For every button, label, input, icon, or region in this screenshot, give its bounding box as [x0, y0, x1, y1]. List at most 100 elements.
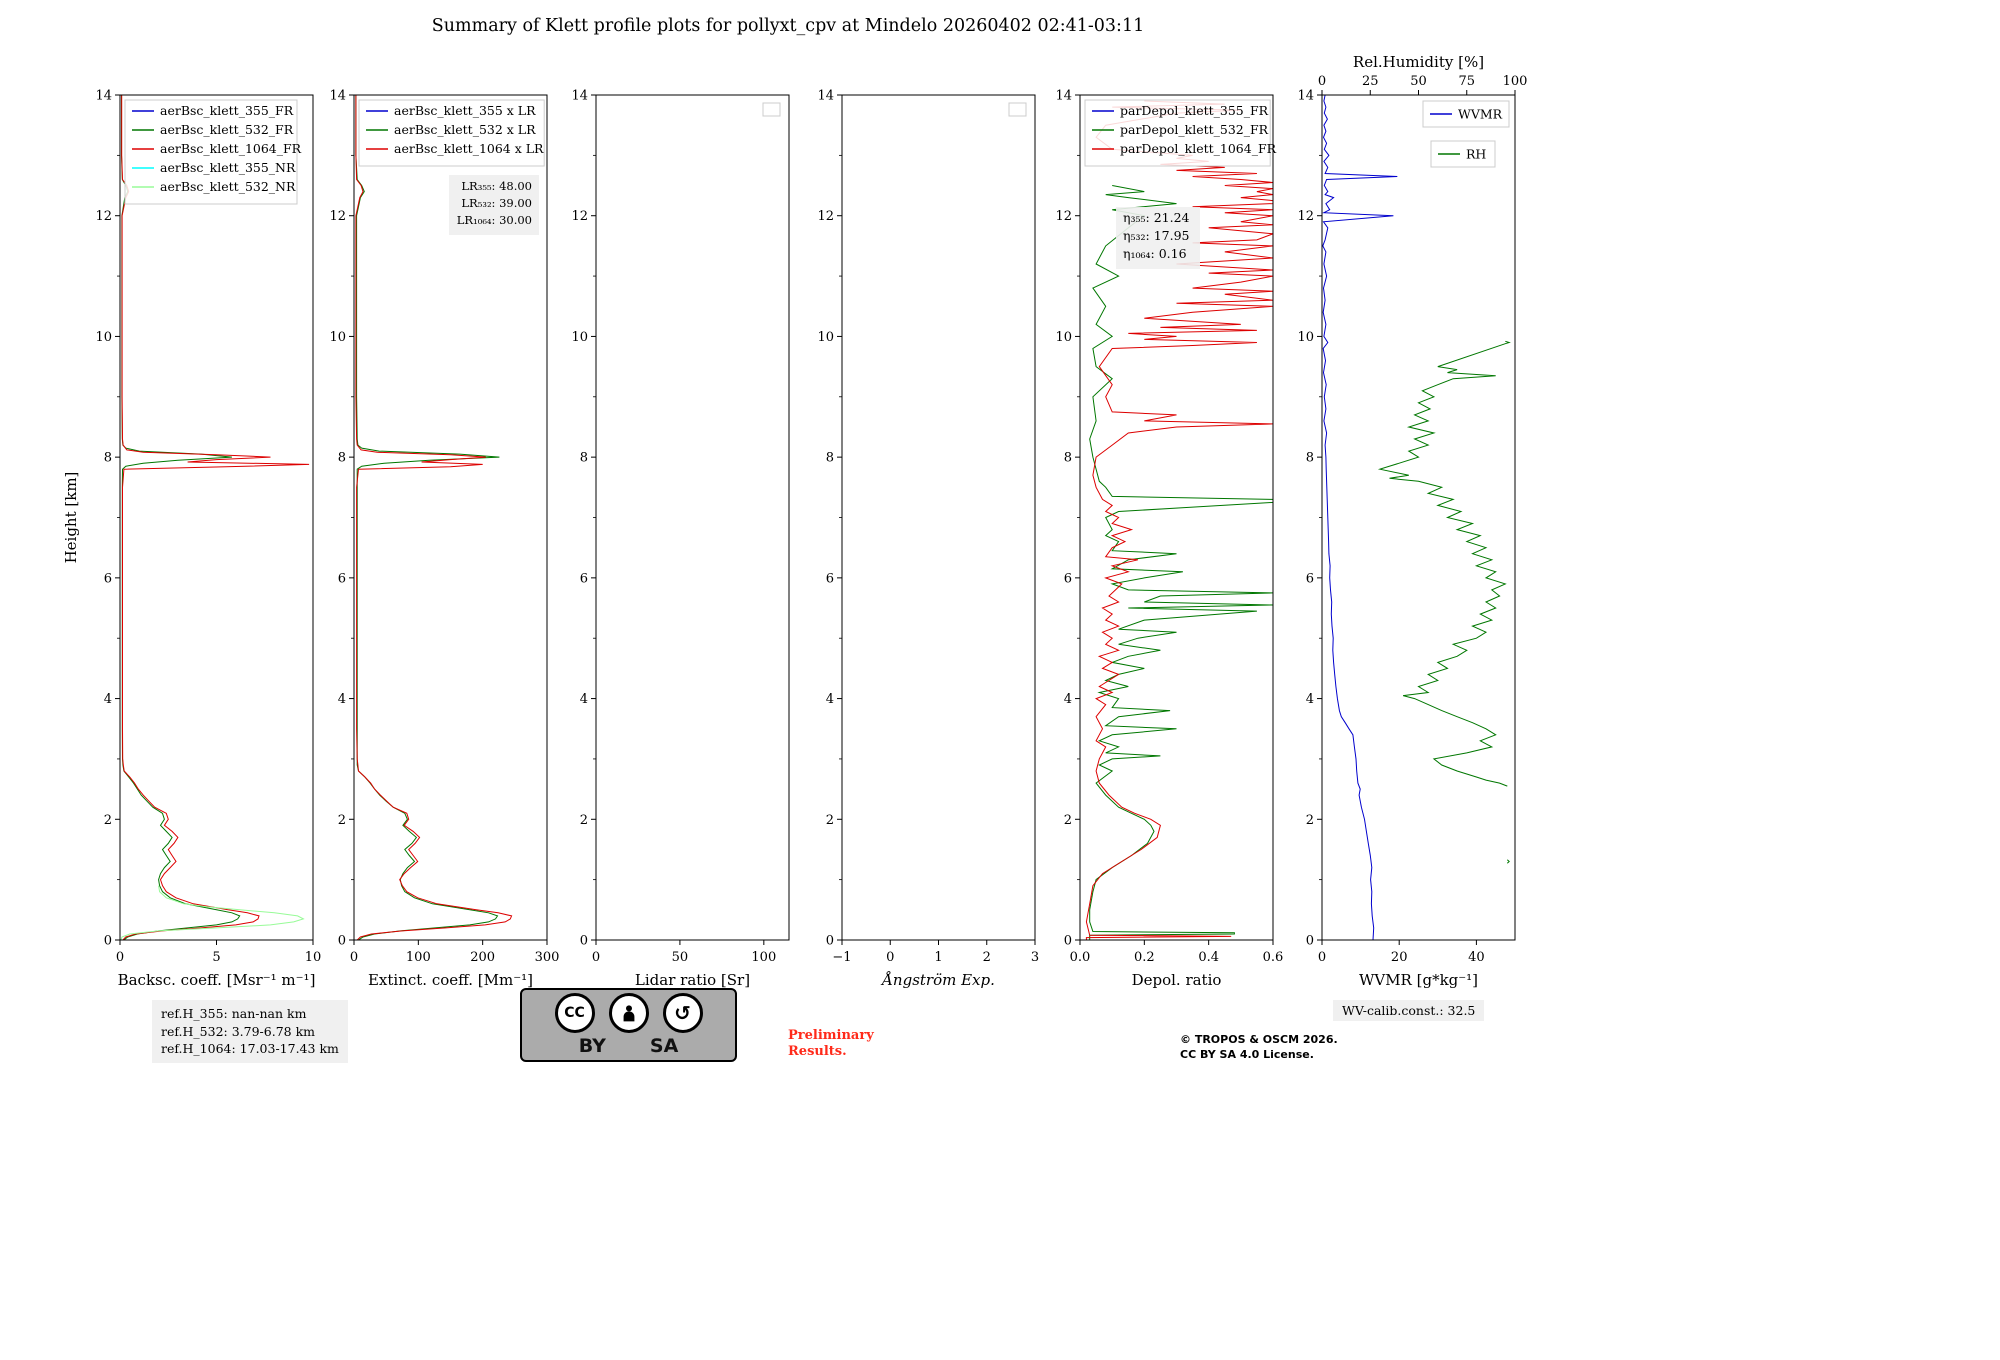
series-RH_segment [1506, 859, 1510, 864]
legend-depol [1084, 99, 1271, 167]
svg-text:4: 4 [826, 692, 834, 707]
legend-rh [1430, 140, 1496, 168]
svg-text:2: 2 [338, 813, 346, 828]
svg-text:aerBsc_klett_1064 x LR: aerBsc_klett_1064 x LR [394, 141, 544, 156]
svg-text:parDepol_klett_355_FR: parDepol_klett_355_FR [1120, 103, 1269, 118]
copyright-note: © TROPOS & OSCM 2026. CC BY SA 4.0 Licen… [1180, 1033, 1338, 1063]
svg-text:Depol. ratio: Depol. ratio [1132, 971, 1222, 989]
panel-wvmr: 0 2 4 6 8 10 12 14 0 20 40 0 25 50 75 100 Rel.Humidity [… [1297, 53, 1527, 989]
svg-text:Ångström Exp.: Ångström Exp. [880, 971, 995, 989]
svg-text:2: 2 [580, 813, 588, 828]
cc-sa-label: SA [649, 1035, 679, 1057]
svg-text:4: 4 [580, 692, 588, 707]
svg-text:10: 10 [1297, 330, 1314, 345]
svg-text:12: 12 [1055, 209, 1072, 224]
cc-logo-text: CC [564, 1005, 585, 1021]
svg-text:14: 14 [1297, 89, 1314, 104]
svg-text:RH: RH [1466, 147, 1486, 162]
svg-text:η₅₃₂: 17.95: η₅₃₂: 17.95 [1123, 228, 1190, 243]
svg-text:10: 10 [817, 330, 834, 345]
svg-text:0: 0 [350, 950, 358, 965]
svg-text:10: 10 [329, 330, 346, 345]
svg-text:2: 2 [983, 950, 991, 965]
svg-text:200: 200 [470, 950, 495, 965]
svg-text:14: 14 [329, 89, 346, 104]
svg-text:8: 8 [580, 451, 588, 466]
reference-height-box: ref.H_355: nan-nan km ref.H_532: 3.79-6.… [152, 1000, 348, 1063]
svg-text:10: 10 [95, 330, 112, 345]
cc-sa-arrow-icon: ↺ [662, 993, 703, 1033]
svg-text:8: 8 [338, 451, 346, 466]
svg-text:aerBsc_klett_532_NR: aerBsc_klett_532_NR [160, 179, 296, 194]
legend-lidar-ratio-empty [762, 102, 781, 117]
svg-text:0: 0 [104, 934, 112, 949]
svg-text:10: 10 [1055, 330, 1072, 345]
svg-text:6: 6 [826, 571, 834, 586]
svg-text:40: 40 [1468, 950, 1485, 965]
legend-angstroem-empty [1008, 102, 1027, 117]
svg-text:4: 4 [104, 692, 112, 707]
series-parDepol_klett_532_FR [1089, 185, 1273, 940]
svg-text:14: 14 [817, 89, 834, 104]
svg-text:Extinct. coeff. [Mm⁻¹]: Extinct. coeff. [Mm⁻¹] [368, 971, 533, 989]
svg-text:14: 14 [571, 89, 588, 104]
svg-text:12: 12 [1297, 209, 1314, 224]
svg-text:12: 12 [817, 209, 834, 224]
svg-text:0: 0 [592, 950, 600, 965]
svg-text:10: 10 [571, 330, 588, 345]
svg-text:10: 10 [305, 950, 322, 965]
sa-arrow-glyph: ↺ [674, 1001, 691, 1025]
svg-text:4: 4 [1064, 692, 1072, 707]
svg-text:0: 0 [1306, 934, 1314, 949]
svg-text:2: 2 [1064, 813, 1072, 828]
svg-text:6: 6 [580, 571, 588, 586]
svg-text:8: 8 [1064, 451, 1072, 466]
svg-text:0.6: 0.6 [1263, 950, 1284, 965]
svg-text:14: 14 [95, 89, 112, 104]
svg-text:0: 0 [116, 950, 124, 965]
svg-text:WVMR [g*kg⁻¹]: WVMR [g*kg⁻¹] [1359, 971, 1478, 989]
svg-text:4: 4 [338, 692, 346, 707]
svg-text:0: 0 [1318, 74, 1326, 89]
svg-text:η₁₀₆₄: 0.16: η₁₀₆₄: 0.16 [1123, 246, 1187, 261]
svg-text:50: 50 [672, 950, 689, 965]
svg-text:12: 12 [95, 209, 112, 224]
svg-text:12: 12 [329, 209, 346, 224]
ref-height-355: ref.H_355: nan-nan km [161, 1006, 307, 1021]
panel-backscatter: 0 2 4 6 8 10 12 14 0 5 10 Backsc. coeff. [Msr⁻¹ m⁻¹… [62, 89, 321, 990]
legend-extinction [358, 99, 545, 167]
svg-text:8: 8 [1306, 451, 1314, 466]
svg-text:Lidar ratio [Sr]: Lidar ratio [Sr] [635, 971, 750, 989]
series-WVMR [1322, 95, 1398, 940]
svg-text:100: 100 [406, 950, 431, 965]
svg-text:6: 6 [1064, 571, 1072, 586]
svg-text:parDepol_klett_532_FR: parDepol_klett_532_FR [1120, 122, 1269, 137]
svg-text:Backsc. coeff. [Msr⁻¹ m⁻¹]: Backsc. coeff. [Msr⁻¹ m⁻¹] [118, 971, 316, 989]
copyright-line-2: CC BY SA 4.0 License. [1180, 1047, 1314, 1061]
svg-text:6: 6 [1306, 571, 1314, 586]
svg-text:aerBsc_klett_355_FR: aerBsc_klett_355_FR [160, 103, 294, 118]
svg-text:25: 25 [1362, 74, 1379, 89]
svg-text:WVMR: WVMR [1458, 107, 1503, 122]
svg-text:300: 300 [535, 950, 560, 965]
svg-text:Height [km]: Height [km] [62, 472, 80, 564]
svg-text:η₃₅₅: 21.24: η₃₅₅: 21.24 [1123, 210, 1190, 225]
svg-text:0: 0 [1318, 950, 1326, 965]
svg-text:4: 4 [1306, 692, 1314, 707]
ref-height-532: ref.H_532: 3.79-6.78 km [161, 1023, 316, 1039]
svg-text:−1: −1 [832, 950, 851, 965]
svg-text:0.4: 0.4 [1198, 950, 1219, 965]
annotation-box-depol [1116, 207, 1200, 269]
wv-calibration-constant: WV-calib.const.: 32.5 [1333, 1000, 1485, 1021]
svg-text:LR₅₃₂: 39.00: LR₅₃₂: 39.00 [461, 196, 532, 210]
panel-depol: 0 2 4 6 8 10 12 14 0.0 0.2 0.4 0.6 Depol. ratio parDe… [1055, 89, 1283, 990]
svg-text:8: 8 [826, 451, 834, 466]
svg-text:0: 0 [338, 934, 346, 949]
svg-text:1: 1 [934, 950, 942, 965]
svg-text:75: 75 [1458, 74, 1475, 89]
svg-text:0: 0 [886, 950, 894, 965]
svg-text:0: 0 [826, 934, 834, 949]
